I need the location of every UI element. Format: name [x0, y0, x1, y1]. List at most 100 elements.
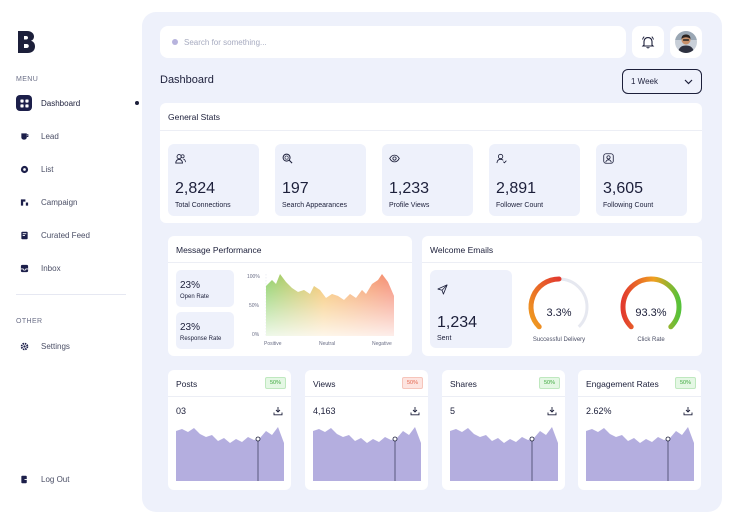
- logout-label: Log Out: [41, 474, 70, 484]
- stat-label: Profile Views: [389, 202, 430, 209]
- menu-section-label: MENU: [16, 76, 39, 83]
- stat-label: Search Appearances: [282, 202, 347, 209]
- stat-label: Following Count: [603, 202, 654, 209]
- message-performance-chart: [265, 274, 394, 336]
- download-icon[interactable]: [683, 406, 693, 416]
- general-stats-card: General Stats 2,824 Total Connections 19…: [160, 103, 702, 223]
- search-icon: [172, 39, 178, 45]
- search-input[interactable]: [184, 37, 604, 47]
- posts-badge: 50%: [265, 377, 287, 389]
- views-badge: 50%: [402, 377, 424, 389]
- shares-title: Shares: [450, 379, 477, 389]
- stat-value: 2,824: [175, 180, 216, 197]
- response-rate-box: 23% Response Rate: [176, 312, 234, 349]
- welcome-emails-card: Welcome Emails 1,234 Sent 3.3% Successfu…: [422, 236, 702, 356]
- sidebar-item-label: Lead: [41, 131, 59, 141]
- shares-value: 5: [450, 406, 456, 416]
- stat-value: 197: [282, 180, 309, 197]
- period-select[interactable]: 1 Week: [622, 69, 702, 94]
- card-divider: [442, 396, 565, 397]
- sidebar-item-settings[interactable]: Settings: [16, 337, 126, 355]
- engagement-rates-value: 2.62%: [586, 406, 612, 416]
- stat-profile-views: 1,233 Profile Views: [382, 144, 473, 216]
- sent-box: 1,234 Sent: [430, 270, 512, 348]
- sidebar-item-dashboard[interactable]: Dashboard: [16, 94, 126, 112]
- posts-value: 03: [176, 406, 187, 416]
- send-icon: [437, 284, 448, 295]
- cup-icon: [16, 128, 32, 144]
- stat-total-connections: 2,824 Total Connections: [168, 144, 259, 216]
- profile-button[interactable]: [670, 26, 702, 58]
- brand-logo-icon[interactable]: [16, 30, 36, 54]
- stat-following-count: 3,605 Following Count: [596, 144, 687, 216]
- engagement-rates-title: Engagement Rates: [586, 379, 659, 389]
- click-rate-gauge: [620, 276, 682, 330]
- feed-icon: [16, 227, 32, 243]
- x-tick-label: Negative: [372, 341, 392, 347]
- stat-follower-count: 2,891 Follower Count: [489, 144, 580, 216]
- views-sparkline: [313, 427, 421, 481]
- message-performance-title: Message Performance: [176, 245, 262, 255]
- open-rate-box: 23% Open Rate: [176, 270, 234, 307]
- active-indicator: [135, 101, 139, 105]
- shares-badge: 50%: [539, 377, 561, 389]
- card-divider: [168, 262, 412, 263]
- notification-button[interactable]: [632, 26, 664, 58]
- sidebar-item-label: Inbox: [41, 263, 61, 273]
- general-stats-title: General Stats: [168, 112, 220, 122]
- logout-button[interactable]: Log Out: [16, 470, 126, 488]
- avatar: [675, 31, 697, 53]
- stat-label: Total Connections: [175, 202, 231, 209]
- sent-value: 1,234: [437, 314, 478, 331]
- sidebar-item-label: Curated Feed: [41, 230, 90, 240]
- page-title: Dashboard: [160, 74, 214, 86]
- sidebar-item-curated-feed[interactable]: Curated Feed: [16, 226, 126, 244]
- sidebar-item-campaign[interactable]: Campaign: [16, 193, 126, 211]
- eye-icon: [389, 154, 400, 163]
- sidebar-item-label: Campaign: [41, 197, 78, 207]
- sidebar-item-inbox[interactable]: Inbox: [16, 259, 126, 277]
- download-icon[interactable]: [410, 406, 420, 416]
- y-tick-label: 50%: [249, 303, 260, 309]
- logout-icon: [16, 471, 32, 487]
- welcome-emails-title: Welcome Emails: [430, 245, 494, 255]
- response-rate-value: 23%: [180, 322, 201, 333]
- stat-value: 3,605: [603, 180, 644, 197]
- download-icon[interactable]: [547, 406, 557, 416]
- bell-icon: [641, 36, 655, 49]
- sidebar-item-list[interactable]: List: [16, 160, 126, 178]
- gear-icon: [16, 338, 32, 354]
- engagement-rates-sparkline: [586, 427, 694, 481]
- posts-card: Posts 50% 03: [168, 370, 291, 490]
- sidebar-item-label: Settings: [41, 341, 70, 351]
- views-card: Views 50% 4,163: [305, 370, 428, 490]
- engagement-rates-badge: 50%: [675, 377, 697, 389]
- posts-sparkline: [176, 427, 284, 481]
- sent-label: Sent: [437, 335, 452, 342]
- other-section-label: OTHER: [16, 318, 43, 325]
- users-icon: [175, 154, 186, 164]
- successful-delivery-gauge: [528, 276, 589, 330]
- search-bar[interactable]: [160, 26, 626, 58]
- sidebar-item-label: Dashboard: [41, 98, 81, 108]
- card-divider: [160, 130, 702, 131]
- views-value: 4,163: [313, 406, 336, 416]
- click-rate-value: 93.3%: [635, 307, 667, 319]
- download-icon[interactable]: [273, 406, 283, 416]
- posts-title: Posts: [176, 379, 198, 389]
- sidebar-divider: [16, 294, 126, 295]
- sidebar-item-lead[interactable]: Lead: [16, 127, 126, 145]
- sidebar: MENU Dashboard Lead List Campaign Curate…: [0, 0, 140, 523]
- message-performance-card: Message Performance 23% Open Rate 23% Re…: [168, 236, 412, 356]
- period-select-value: 1 Week: [631, 77, 658, 86]
- x-tick-label: Positive: [264, 341, 282, 347]
- card-divider: [168, 396, 291, 397]
- list-icon: [16, 161, 32, 177]
- user-square-icon: [603, 153, 614, 164]
- y-tick-label: 0%: [252, 332, 260, 338]
- response-rate-label: Response Rate: [180, 336, 222, 342]
- successful-delivery-label: Successful Delivery: [532, 337, 586, 343]
- main-panel: Dashboard 1 Week General Stats 2,824 Tot…: [142, 12, 722, 512]
- shares-sparkline: [450, 427, 558, 481]
- successful-delivery-value: 3.3%: [546, 307, 572, 319]
